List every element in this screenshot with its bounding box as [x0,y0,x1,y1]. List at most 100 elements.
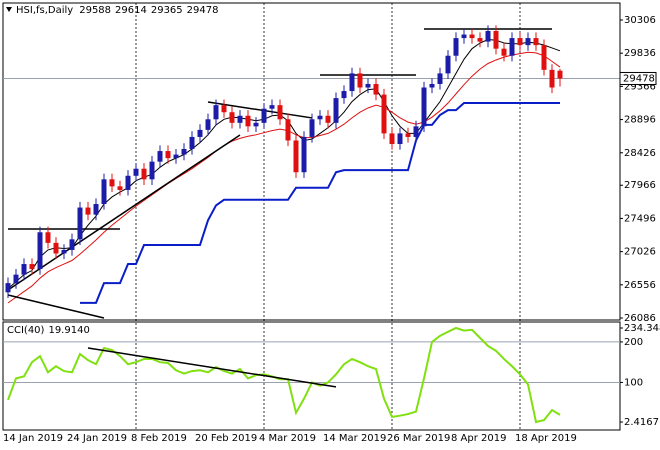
candle-body [525,38,531,46]
candle-body [133,168,139,176]
x-tick-label: 26 Mar 2019 [387,433,450,444]
candle-body [365,83,371,88]
symbol: HSI,fs,Daily [16,5,73,16]
candle-body [125,175,131,190]
y-tick-label: 30306 [624,15,656,26]
candle-body [53,242,59,254]
y-tick-label: 28896 [624,115,656,126]
candle-body [461,34,467,39]
x-tick-label: 20 Feb 2019 [195,433,257,444]
indicator-line [80,102,560,304]
y-tick-label: 27966 [624,180,656,191]
candle-body [325,115,331,123]
candle-body [277,105,283,120]
candle-body [109,179,115,187]
candle-body [221,105,227,113]
x-tick-label: 24 Jan 2019 [67,433,127,444]
cci-title: CCI(40) 19.9140 [7,325,90,336]
candle-body [405,133,411,137]
candle-body [549,69,555,88]
indicator-line [7,38,561,290]
candle-body [557,70,563,79]
candle-body [301,136,307,173]
candle-body [77,207,83,240]
candle-body [397,133,403,145]
candle-body [165,151,171,159]
candle-body [117,186,123,190]
close-value: 29478 [187,5,219,16]
indicator-line [7,51,561,304]
high-value: 29614 [115,5,147,16]
trendline [87,347,337,388]
candle-body [341,91,347,99]
candle-body [181,148,187,155]
y-tick-label: 29836 [624,48,656,59]
candle-body [357,73,363,88]
candle-body [93,204,99,215]
candle-body [349,73,355,92]
candle-body [477,38,483,42]
candle-body [61,249,67,254]
candle-body [69,239,75,250]
candle-body [453,38,459,56]
candle-body [229,112,235,123]
header-icon [6,7,12,12]
candle-body [5,283,11,293]
candle-body [269,105,275,109]
price-panel [2,2,621,321]
y-tick-label: 100 [624,377,643,388]
candle-body [237,115,243,123]
candle-body [445,55,451,74]
trendline [207,101,313,119]
y-tick-label: 2.4167 [624,417,659,428]
y-tick-label: 200 [624,337,643,348]
candle-body [381,94,387,134]
candle-body [189,136,195,149]
candle-body [149,161,155,180]
candle-body [37,232,43,269]
candle-body [509,38,515,56]
candle-body [285,119,291,141]
x-tick-label: 8 Apr 2019 [451,433,506,444]
candle-body [501,48,507,56]
candle-body [485,31,491,42]
candle-body [533,38,539,46]
candle-body [253,122,259,127]
low-value: 29365 [151,5,183,16]
candle-body [421,87,427,127]
price-label: 29478 [623,73,655,84]
trendline [7,294,105,319]
cci-name: CCI(40) [7,325,45,336]
y-tick-label: 26086 [624,313,656,324]
y-tick-label: 27026 [624,247,656,258]
x-tick-label: 14 Mar 2019 [323,433,386,444]
candle-body [85,207,91,215]
candle-body [293,140,299,173]
x-tick-label: 8 Feb 2019 [131,433,187,444]
candle-body [333,98,339,123]
candle-body [373,83,379,95]
y-tick-label: 234.3487 [624,323,660,334]
candle-body [245,115,251,127]
candle-body [101,179,107,205]
candle-body [13,274,19,284]
candle-body [389,133,395,145]
x-tick-label: 18 Apr 2019 [515,433,577,444]
chart-title: HSI,fs,Daily 29588 29614 29365 29478 [16,5,218,16]
candle-body [173,154,179,159]
candle-body [517,38,523,46]
candle-body [197,129,203,137]
candle-body [437,73,443,84]
candle-body [45,232,51,243]
cci-panel [2,321,621,431]
candle-body [493,31,499,49]
candle-body [413,126,419,137]
candle-body [469,34,475,39]
candle-body [317,115,323,120]
candle-body [21,264,27,275]
candle-body [541,45,547,70]
plot-layer: 14 Jan 2019 24 Jan 2019 8 Feb 2019 20 Feb 2… [3,3,660,444]
candle-body [429,83,435,88]
y-tick-label: 27496 [624,213,656,224]
